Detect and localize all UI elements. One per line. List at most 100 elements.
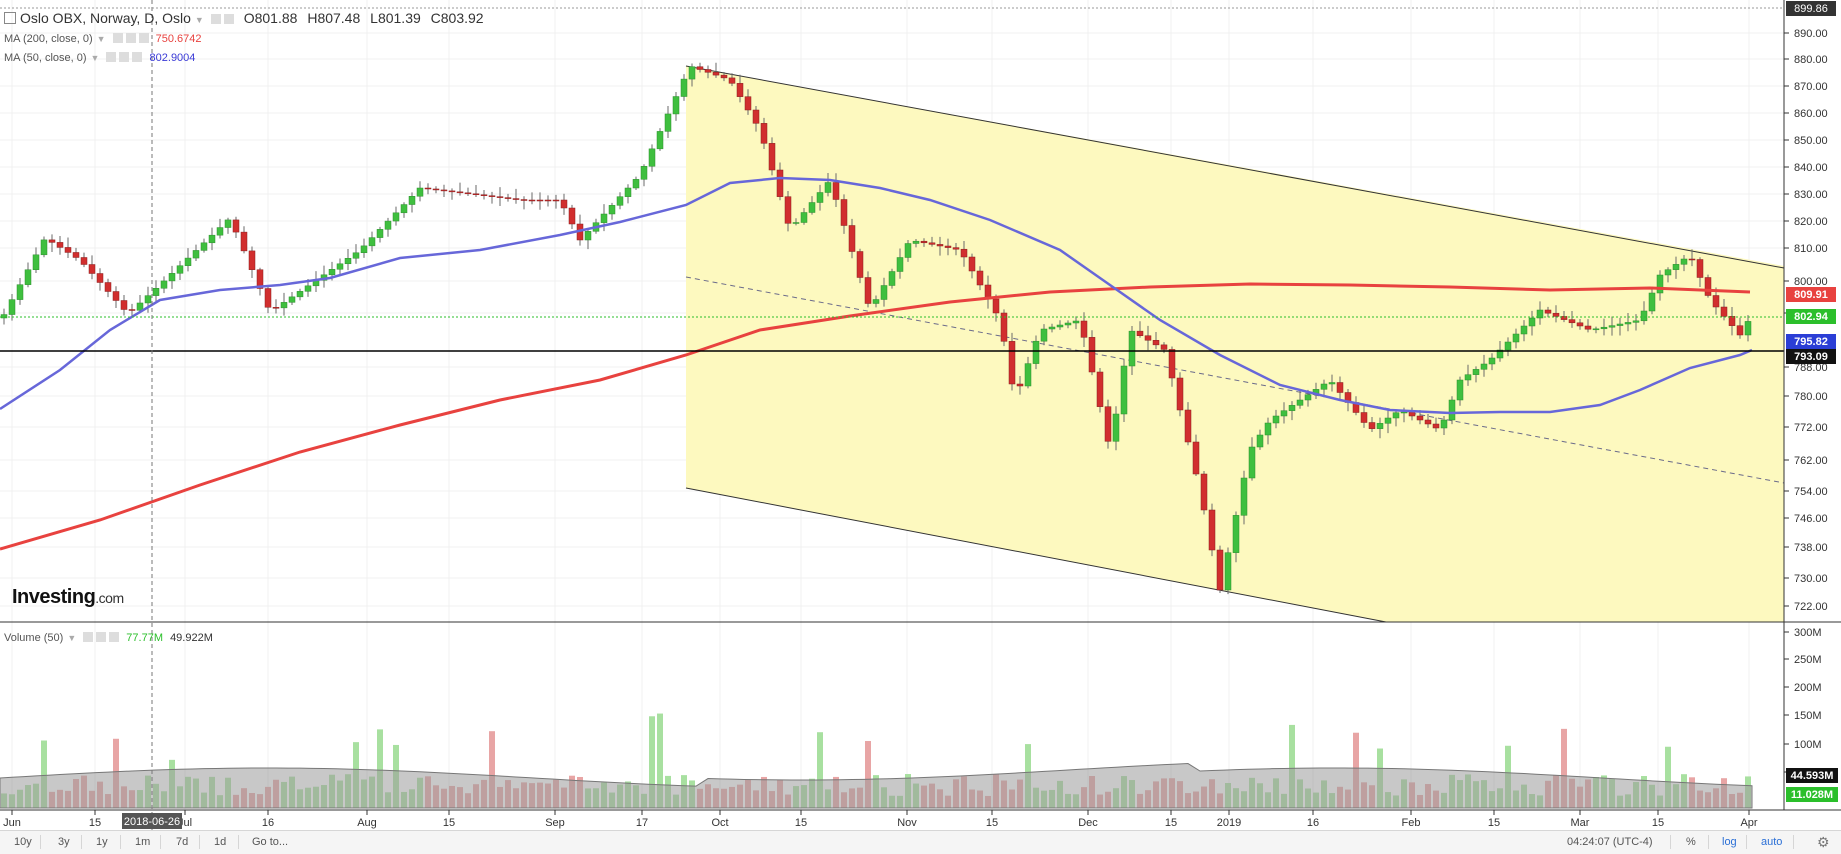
candle-body: [1392, 412, 1400, 419]
candle-body: [1328, 382, 1336, 385]
candle-body: [1320, 383, 1328, 390]
candle-body: [1640, 310, 1648, 322]
goto-date-button[interactable]: Go to...: [252, 836, 289, 848]
candle-body: [304, 285, 312, 292]
candle-body: [72, 252, 80, 258]
candle-body: [1632, 320, 1640, 323]
date-tick-label: 15: [1652, 817, 1664, 829]
candle-body: [1448, 399, 1456, 421]
candle-body: [1048, 326, 1056, 330]
candle-body: [1160, 344, 1168, 350]
volume-bar: [489, 731, 495, 808]
close-icon[interactable]: [132, 52, 143, 62]
candle-body: [1064, 322, 1072, 326]
candle-body: [1360, 412, 1368, 423]
candle-body: [80, 257, 88, 265]
range-1y[interactable]: 1y: [96, 836, 108, 848]
current-time: 04:24:07 (UTC-4): [1567, 836, 1653, 848]
candle-body: [184, 257, 192, 266]
volume-axis[interactable]: 300M250M200M150M100M50M: [1784, 627, 1822, 779]
candle-body: [1336, 382, 1344, 393]
candle-body: [1664, 269, 1672, 276]
candle-body: [640, 166, 648, 180]
candle-body: [584, 231, 592, 241]
candle-body: [168, 273, 176, 282]
candle-body: [8, 299, 16, 315]
candle-body: [160, 280, 168, 289]
ma50-label: MA (50, close, 0): [4, 52, 87, 64]
date-tick-label: Mar: [1571, 817, 1590, 829]
settings-icon[interactable]: [223, 14, 234, 24]
bottom-toolbar: 10y 3y 1y 1m 7d 1d Go to... 04:24:07 (UT…: [0, 830, 1841, 854]
candle-body: [1672, 264, 1680, 270]
settings-icon[interactable]: [119, 52, 130, 62]
candle-body: [960, 248, 968, 258]
channel-center-line[interactable]: [685, 276, 1785, 484]
collapse-icon[interactable]: [4, 12, 16, 24]
ma200-legend[interactable]: MA (200, close, 0) ▼ 750.6742: [4, 33, 202, 45]
price-badge-label: 793.09: [1794, 351, 1828, 363]
range-1m[interactable]: 1m: [135, 836, 151, 848]
candle-body: [48, 239, 56, 243]
percent-toggle[interactable]: %: [1686, 836, 1696, 848]
crosshair-date-label: 2018-06-26: [122, 813, 182, 829]
channel-upper-line[interactable]: [685, 65, 1785, 269]
volume-legend[interactable]: Volume (50) ▼ 77.77M 49.922M: [4, 632, 213, 644]
gear-icon[interactable]: ⚙: [1817, 834, 1830, 850]
candle-body: [720, 74, 728, 79]
candle-body: [128, 309, 136, 311]
volume-badge: [1786, 787, 1838, 802]
svg-text:2018-06-26: 2018-06-26: [124, 816, 180, 828]
range-3y[interactable]: 3y: [58, 836, 70, 848]
candle-body: [264, 288, 272, 308]
candle-body: [736, 83, 744, 97]
settings-icon[interactable]: [96, 632, 107, 642]
candle-body: [1696, 259, 1704, 278]
chevron-down-icon[interactable]: ▼: [90, 53, 100, 63]
eye-icon[interactable]: [83, 632, 94, 642]
chevron-down-icon[interactable]: ▼: [67, 633, 77, 643]
price-tick-label: 762.00: [1794, 455, 1828, 467]
high-value: H807.48: [307, 10, 361, 26]
regression-channel[interactable]: [686, 66, 1784, 622]
range-1d[interactable]: 1d: [214, 836, 227, 848]
candle-body: [496, 196, 504, 198]
eye-icon[interactable]: [210, 14, 221, 24]
candle-body: [688, 66, 696, 80]
candle-body: [152, 288, 160, 296]
price-volume-chart[interactable]: 890.00 880.00 870.00 860.00 850.00 840.00 830.…: [0, 0, 1841, 830]
close-icon[interactable]: [138, 33, 149, 43]
candle-body: [376, 229, 384, 238]
symbol-legend[interactable]: Oslo OBX, Norway, D, Oslo ▼ O801.88 H807.…: [4, 10, 484, 26]
candle-body: [248, 250, 256, 270]
date-axis[interactable]: Jun 15 Jul 16 Aug 15 Sep 17 Oct 15 Nov 15 Dec 15 2019 1…: [3, 810, 1758, 829]
close-value: C803.92: [430, 10, 484, 26]
candle-body: [104, 282, 112, 292]
ma50-legend[interactable]: MA (50, close, 0) ▼ 802.9004: [4, 52, 195, 64]
candle-body: [1144, 335, 1152, 341]
log-toggle[interactable]: log: [1722, 836, 1737, 848]
range-7d[interactable]: 7d: [176, 836, 189, 848]
candle-body: [1736, 325, 1744, 336]
chevron-down-icon[interactable]: ▼: [96, 34, 106, 44]
volume-value: 77.77M: [126, 632, 163, 644]
eye-icon[interactable]: [112, 33, 123, 43]
settings-icon[interactable]: [125, 33, 136, 43]
chevron-down-icon[interactable]: ▼: [194, 15, 204, 25]
eye-icon[interactable]: [106, 52, 117, 62]
investing-logo: Investing.com: [12, 586, 124, 608]
price-tick-label: 800.00: [1794, 276, 1828, 288]
date-tick-label: 15: [443, 817, 455, 829]
volume-ma-value: 49.922M: [170, 632, 213, 644]
close-icon[interactable]: [109, 632, 120, 642]
auto-toggle[interactable]: auto: [1761, 836, 1783, 848]
candle-body: [1552, 312, 1560, 317]
candle-body: [632, 179, 640, 189]
candle-body: [1040, 328, 1048, 342]
volume-tick-label: 300M: [1794, 627, 1822, 639]
channel-lower-line[interactable]: [685, 487, 1387, 623]
candle-body: [1376, 423, 1384, 429]
candle-body: [1504, 341, 1512, 351]
range-10y[interactable]: 10y: [14, 836, 32, 848]
candle-body: [560, 199, 568, 209]
